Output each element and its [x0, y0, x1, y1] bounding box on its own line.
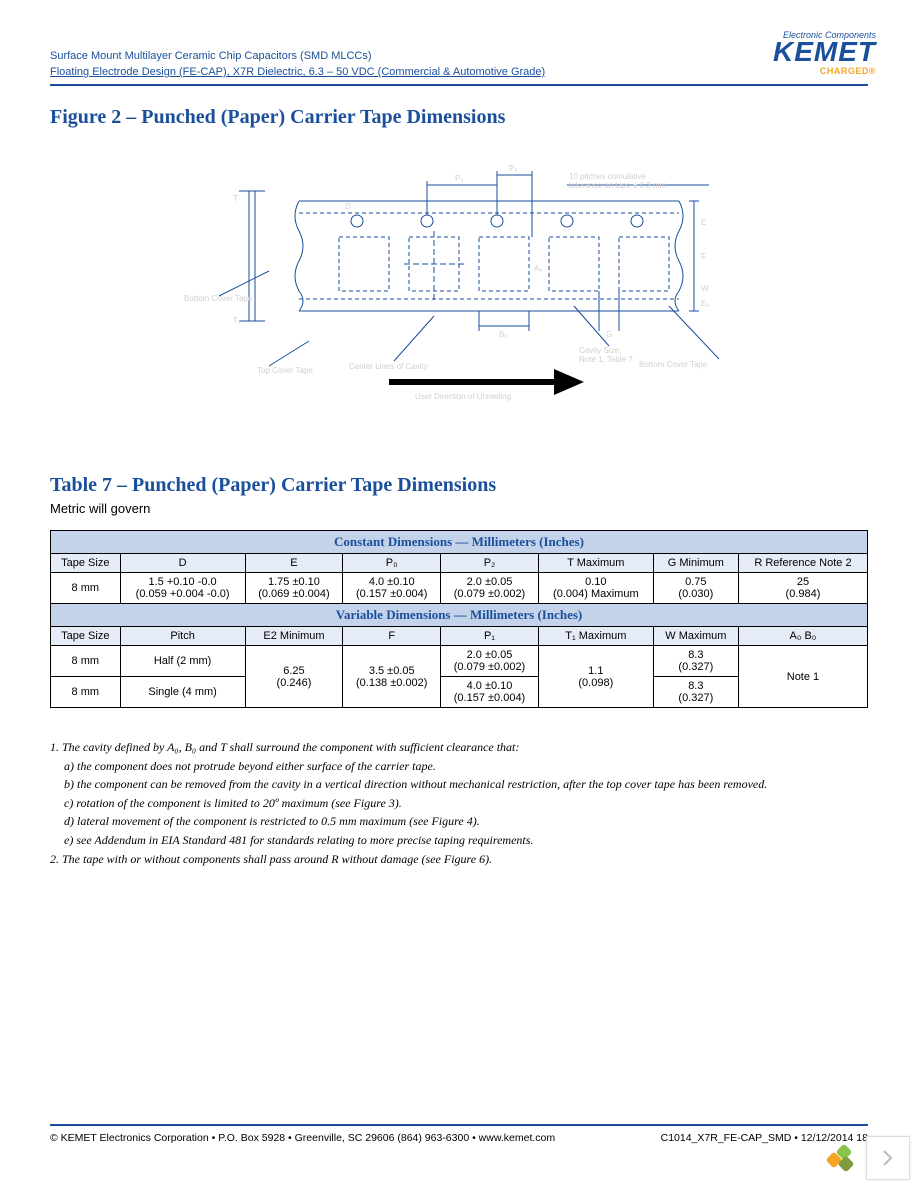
svg-text:D: D [345, 202, 351, 211]
cell: 4.0 ±0.10 (0.157 ±0.004) [343, 573, 441, 604]
cell: Single (4 mm) [120, 677, 245, 708]
note-2: 2. The tape with or without components s… [50, 850, 868, 869]
svg-text:10 pitches cumulative: 10 pitches cumulative [569, 172, 646, 181]
col: A₀ B₀ [738, 627, 867, 646]
section2-title: Variable Dimensions — Millimeters (Inche… [51, 604, 868, 627]
section1-title: Constant Dimensions — Millimeters (Inche… [51, 531, 868, 554]
cell: 0.10 (0.004) Maximum [538, 573, 653, 604]
svg-text:W: W [701, 284, 709, 293]
note-1a: a) the component does not protrude beyon… [50, 757, 868, 776]
next-page-button[interactable] [866, 1136, 910, 1180]
cell: 3.5 ±0.05 (0.138 ±0.002) [343, 646, 441, 708]
col: T Maximum [538, 554, 653, 573]
svg-text:Note 1, Table 7: Note 1, Table 7 [579, 355, 633, 364]
svg-text:T₁: T₁ [233, 316, 241, 325]
brand-logo: Electronic Components KEMET CHARGED® [773, 30, 876, 76]
page-footer: © KEMET Electronics Corporation • P.O. B… [50, 1124, 868, 1144]
svg-text:Bottom Cover Tape: Bottom Cover Tape [639, 360, 708, 369]
svg-text:Center Lines of Cavity: Center Lines of Cavity [349, 362, 428, 371]
col: F [343, 627, 441, 646]
svg-text:F: F [701, 252, 706, 261]
cell: 2.0 ±0.05 (0.079 ±0.002) [441, 646, 539, 677]
cell: Note 1 [738, 646, 867, 708]
logo-brand: KEMET [773, 38, 876, 66]
svg-text:Cavity Size,: Cavity Size, [579, 346, 621, 355]
header-line-2: Floating Electrode Design (FE-CAP), X7R … [50, 66, 868, 78]
cell: 8 mm [51, 573, 121, 604]
col: T₁ Maximum [538, 627, 653, 646]
table-title: Table 7 – Punched (Paper) Carrier Tape D… [50, 474, 868, 497]
note-1b: b) the component can be removed from the… [50, 775, 868, 794]
col: E [245, 554, 343, 573]
notes-block: 1. The cavity defined by A₀, B₀ and T sh… [50, 738, 868, 868]
col: P₂ [441, 554, 539, 573]
header-line-1: Surface Mount Multilayer Ceramic Chip Ca… [50, 50, 868, 62]
note-1e: e) see Addendum in EIA Standard 481 for … [50, 831, 868, 850]
table-govern: Metric will govern [50, 501, 868, 516]
col: R Reference Note 2 [738, 554, 867, 573]
pager [822, 1136, 910, 1180]
cell: 6.25 (0.246) [245, 646, 343, 708]
col: E2 Minimum [245, 627, 343, 646]
logo-sub: CHARGED® [773, 66, 876, 76]
col: Tape Size [51, 627, 121, 646]
cell: 8.3 (0.327) [653, 646, 738, 677]
note-1: 1. The cavity defined by A₀, B₀ and T sh… [50, 738, 868, 757]
footer-left: © KEMET Electronics Corporation • P.O. B… [50, 1132, 555, 1144]
svg-text:B₀: B₀ [499, 330, 508, 339]
cell: Half (2 mm) [120, 646, 245, 677]
chevron-right-icon [883, 1150, 893, 1166]
dimensions-table: Constant Dimensions — Millimeters (Inche… [50, 530, 868, 708]
svg-text:A₀: A₀ [534, 264, 543, 273]
cell: 1.75 ±0.10 (0.069 ±0.004) [245, 573, 343, 604]
svg-text:P₂: P₂ [509, 164, 517, 173]
figure-diagram: P₀ P₂ 10 pitches cumulative tolerance on… [50, 141, 868, 414]
note-1d: d) lateral movement of the component is … [50, 812, 868, 831]
cell: 4.0 ±0.10 (0.157 ±0.004) [441, 677, 539, 708]
cell: 8 mm [51, 646, 121, 677]
col: G Minimum [653, 554, 738, 573]
cell: 1.5 +0.10 -0.0 (0.059 +0.004 -0.0) [120, 573, 245, 604]
cell: 8 mm [51, 677, 121, 708]
cell: 8.3 (0.327) [653, 677, 738, 708]
svg-text:User Direction of Unreeling: User Direction of Unreeling [415, 392, 511, 401]
figure-title: Figure 2 – Punched (Paper) Carrier Tape … [50, 106, 868, 129]
svg-text:T: T [233, 194, 238, 203]
col: W Maximum [653, 627, 738, 646]
col: P₀ [343, 554, 441, 573]
col: Pitch [120, 627, 245, 646]
svg-text:tolerance on tape ± 0.2 mm: tolerance on tape ± 0.2 mm [569, 181, 667, 190]
svg-text:E₂: E₂ [701, 299, 709, 308]
header-rule [50, 84, 868, 86]
cell: 0.75 (0.030) [653, 573, 738, 604]
col: Tape Size [51, 554, 121, 573]
cell: 1.1 (0.098) [538, 646, 653, 708]
svg-text:E: E [701, 218, 706, 227]
svg-text:Top Cover Tape: Top Cover Tape [257, 366, 313, 375]
col: P₁ [441, 627, 539, 646]
svg-text:P₀: P₀ [455, 174, 464, 183]
note-1c: c) rotation of the component is limited … [50, 794, 868, 813]
cell: 2.0 ±0.05 (0.079 ±0.002) [441, 573, 539, 604]
col: D [120, 554, 245, 573]
svg-text:Bottom Cover Tape: Bottom Cover Tape [184, 294, 253, 303]
pager-logo-icon [822, 1140, 858, 1176]
svg-text:G: G [606, 330, 612, 339]
cell: 25 (0.984) [738, 573, 867, 604]
